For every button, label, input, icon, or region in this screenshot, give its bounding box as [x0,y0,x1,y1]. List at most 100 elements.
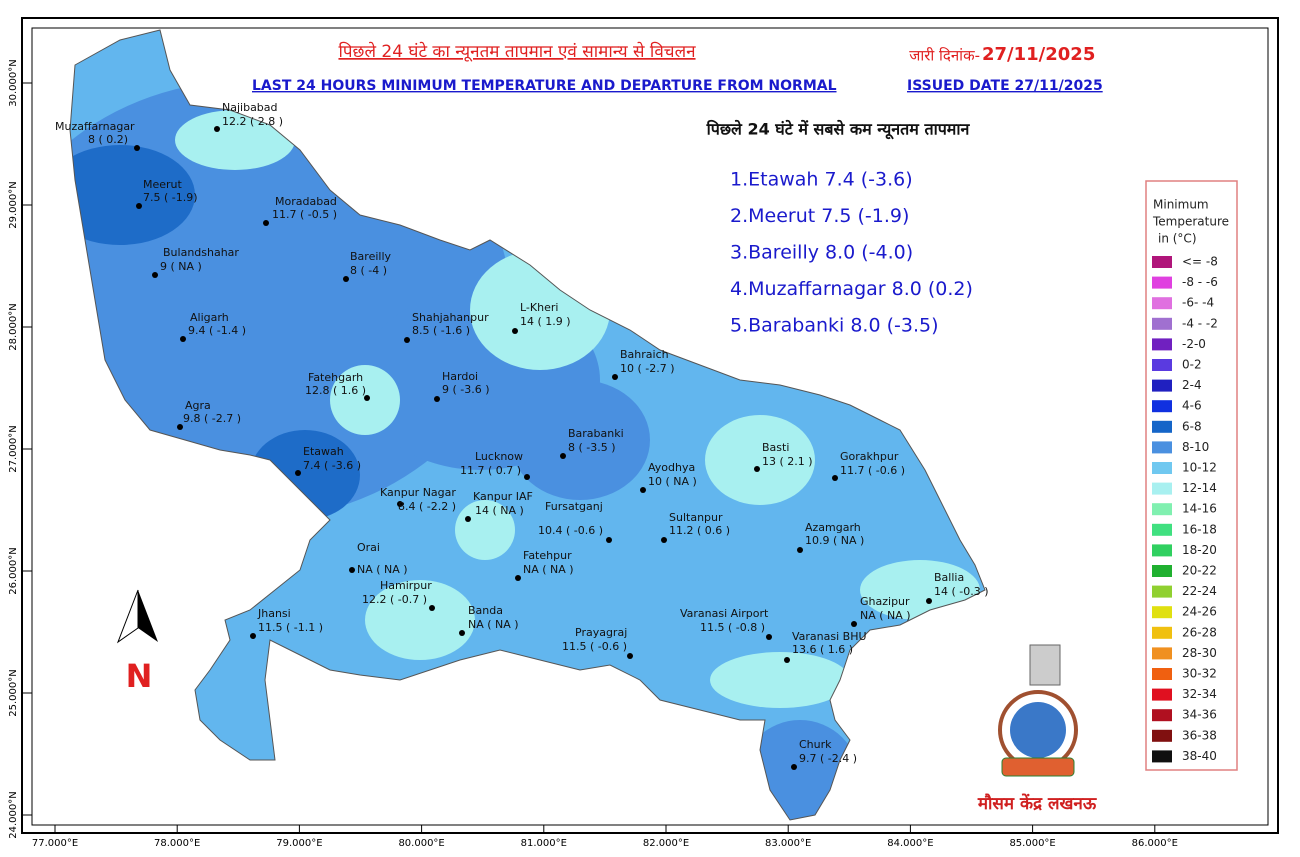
legend-label: -8 - -6 [1182,275,1218,289]
station-dot [343,276,349,282]
station-dot [364,395,370,401]
station-name: Moradabad [275,195,337,208]
axis-ticks: 77.000°E 78.000°E 79.000°E 80.000°E 81.000°E… [8,59,1178,849]
station-name: Sultanpur [669,511,723,524]
legend-swatch [1152,462,1172,474]
title-english: LAST 24 HOURS MINIMUM TEMPERATURE AND DE… [252,78,837,94]
station-reading: NA ( NA ) [523,563,574,576]
station-dot [560,453,566,459]
station-dot [180,336,186,342]
lat-label: 29.000°N [8,181,19,228]
station-dot [832,475,838,481]
station-dot [349,567,355,573]
station-name: Fatehgarh [308,371,363,384]
station-reading: 11.7 ( -0.5 ) [272,208,337,221]
station-reading: 11.7 ( 0.7 ) [460,464,521,477]
station-reading: 13.6 ( 1.6 ) [792,643,853,656]
station-name: Ballia [934,571,964,584]
station-name: Aligarh [190,311,229,324]
legend-swatch [1152,359,1172,371]
station-dot [766,634,772,640]
station-name: Ayodhya [648,461,695,474]
legend-swatch [1152,317,1172,330]
station-reading: 8.4 ( -2.2 ) [398,500,456,513]
legend-title: in (°C) [1158,232,1197,246]
station-reading: NA ( NA ) [357,563,408,576]
legend-swatch [1152,523,1172,536]
legend-swatch [1152,668,1172,680]
lat-label: 24.000°N [8,791,19,838]
station-reading: 9.4 ( -1.4 ) [188,324,246,337]
legend-swatch [1152,379,1172,392]
station-reading: 10 ( NA ) [648,475,697,488]
lon-label: 82.000°E [643,838,689,849]
legend-label: 28-30 [1182,646,1217,660]
station-name: Bulandshahar [163,246,239,259]
north-arrow [116,589,158,644]
station-reading: 9.7 ( -2.4 ) [799,752,857,765]
station-dot [434,396,440,402]
station-dot [661,537,667,543]
station-reading: 14 ( NA ) [475,504,524,517]
station-reading: 9 ( NA ) [160,260,202,273]
station-name: Jhansi [257,607,291,620]
legend-swatch [1152,338,1172,351]
station-name: Varanasi BHU [792,630,867,643]
legend: Minimum Temperature in (°C) <= -8 -8 - -6 -6-… [1152,198,1229,763]
station-name: Lucknow [475,450,523,463]
legend-label: 34-36 [1182,708,1217,722]
station-dot [465,516,471,522]
legend-swatch [1152,647,1172,660]
legend-title: Minimum [1153,198,1209,212]
station-dot [784,657,790,663]
lon-label: 86.000°E [1132,838,1178,849]
office-name: मौसम केंद्र लखनऊ [977,793,1097,814]
station-reading: 7.5 ( -1.9) [143,191,198,204]
lon-label: 78.000°E [154,838,200,849]
lon-label: 80.000°E [398,838,444,849]
station-dot [754,466,760,472]
station-reading: NA ( NA ) [468,618,519,631]
station-dot [250,633,256,639]
station-dot [791,764,797,770]
station-reading: 9.8 ( -2.7 ) [183,412,241,425]
station-name: Bahraich [620,348,669,361]
north-label: N [126,657,153,695]
lowest-list: 1.Etawah 7.4 (-3.6) 2.Meerut 7.5 (-1.9) 3.… [730,169,973,337]
legend-swatch [1152,441,1172,454]
issued-date-hindi: 27/11/2025 [982,44,1095,65]
station-dot [851,621,857,627]
issued-label-hindi: जारी दिनांक- [909,47,980,65]
station-reading: 12.2 ( -0.7 ) [362,593,427,606]
station-reading: 8 ( 0.2) [88,133,128,146]
station-name: Banda [468,604,503,617]
legend-swatch [1152,544,1172,557]
station-reading: 7.4 ( -3.6 ) [303,459,361,472]
station-reading: 9 ( -3.6 ) [442,383,490,396]
station-name: Basti [762,441,789,454]
station-reading: 12.8 ( 1.6 ) [305,384,366,397]
lowest-item: 5.Barabanki 8.0 (-3.5) [730,315,938,337]
legend-label: 24-26 [1182,605,1217,619]
legend-swatch [1152,729,1172,742]
station-name: Prayagraj [575,626,627,639]
legend-label: 4-6 [1182,399,1202,413]
station-name: Etawah [303,445,344,458]
station-name: Meerut [143,178,183,191]
station-reading: 8 ( -4 ) [350,264,387,277]
station-dot [640,487,646,493]
station-dot [295,470,301,476]
lon-label: 85.000°E [1009,838,1055,849]
station-reading: 8.5 ( -1.6 ) [412,324,470,337]
station-name: Varanasi Airport [680,607,769,620]
station-dot [134,145,140,151]
station-dot [926,598,932,604]
station-dot [136,203,142,209]
station-dot [606,537,612,543]
legend-swatch [1152,276,1172,289]
lon-label: 81.000°E [521,838,567,849]
station-reading: 11.7 ( -0.6 ) [840,464,905,477]
lowest-item: 3.Bareilly 8.0 (-4.0) [730,242,913,264]
legend-label: 6-8 [1182,419,1202,433]
